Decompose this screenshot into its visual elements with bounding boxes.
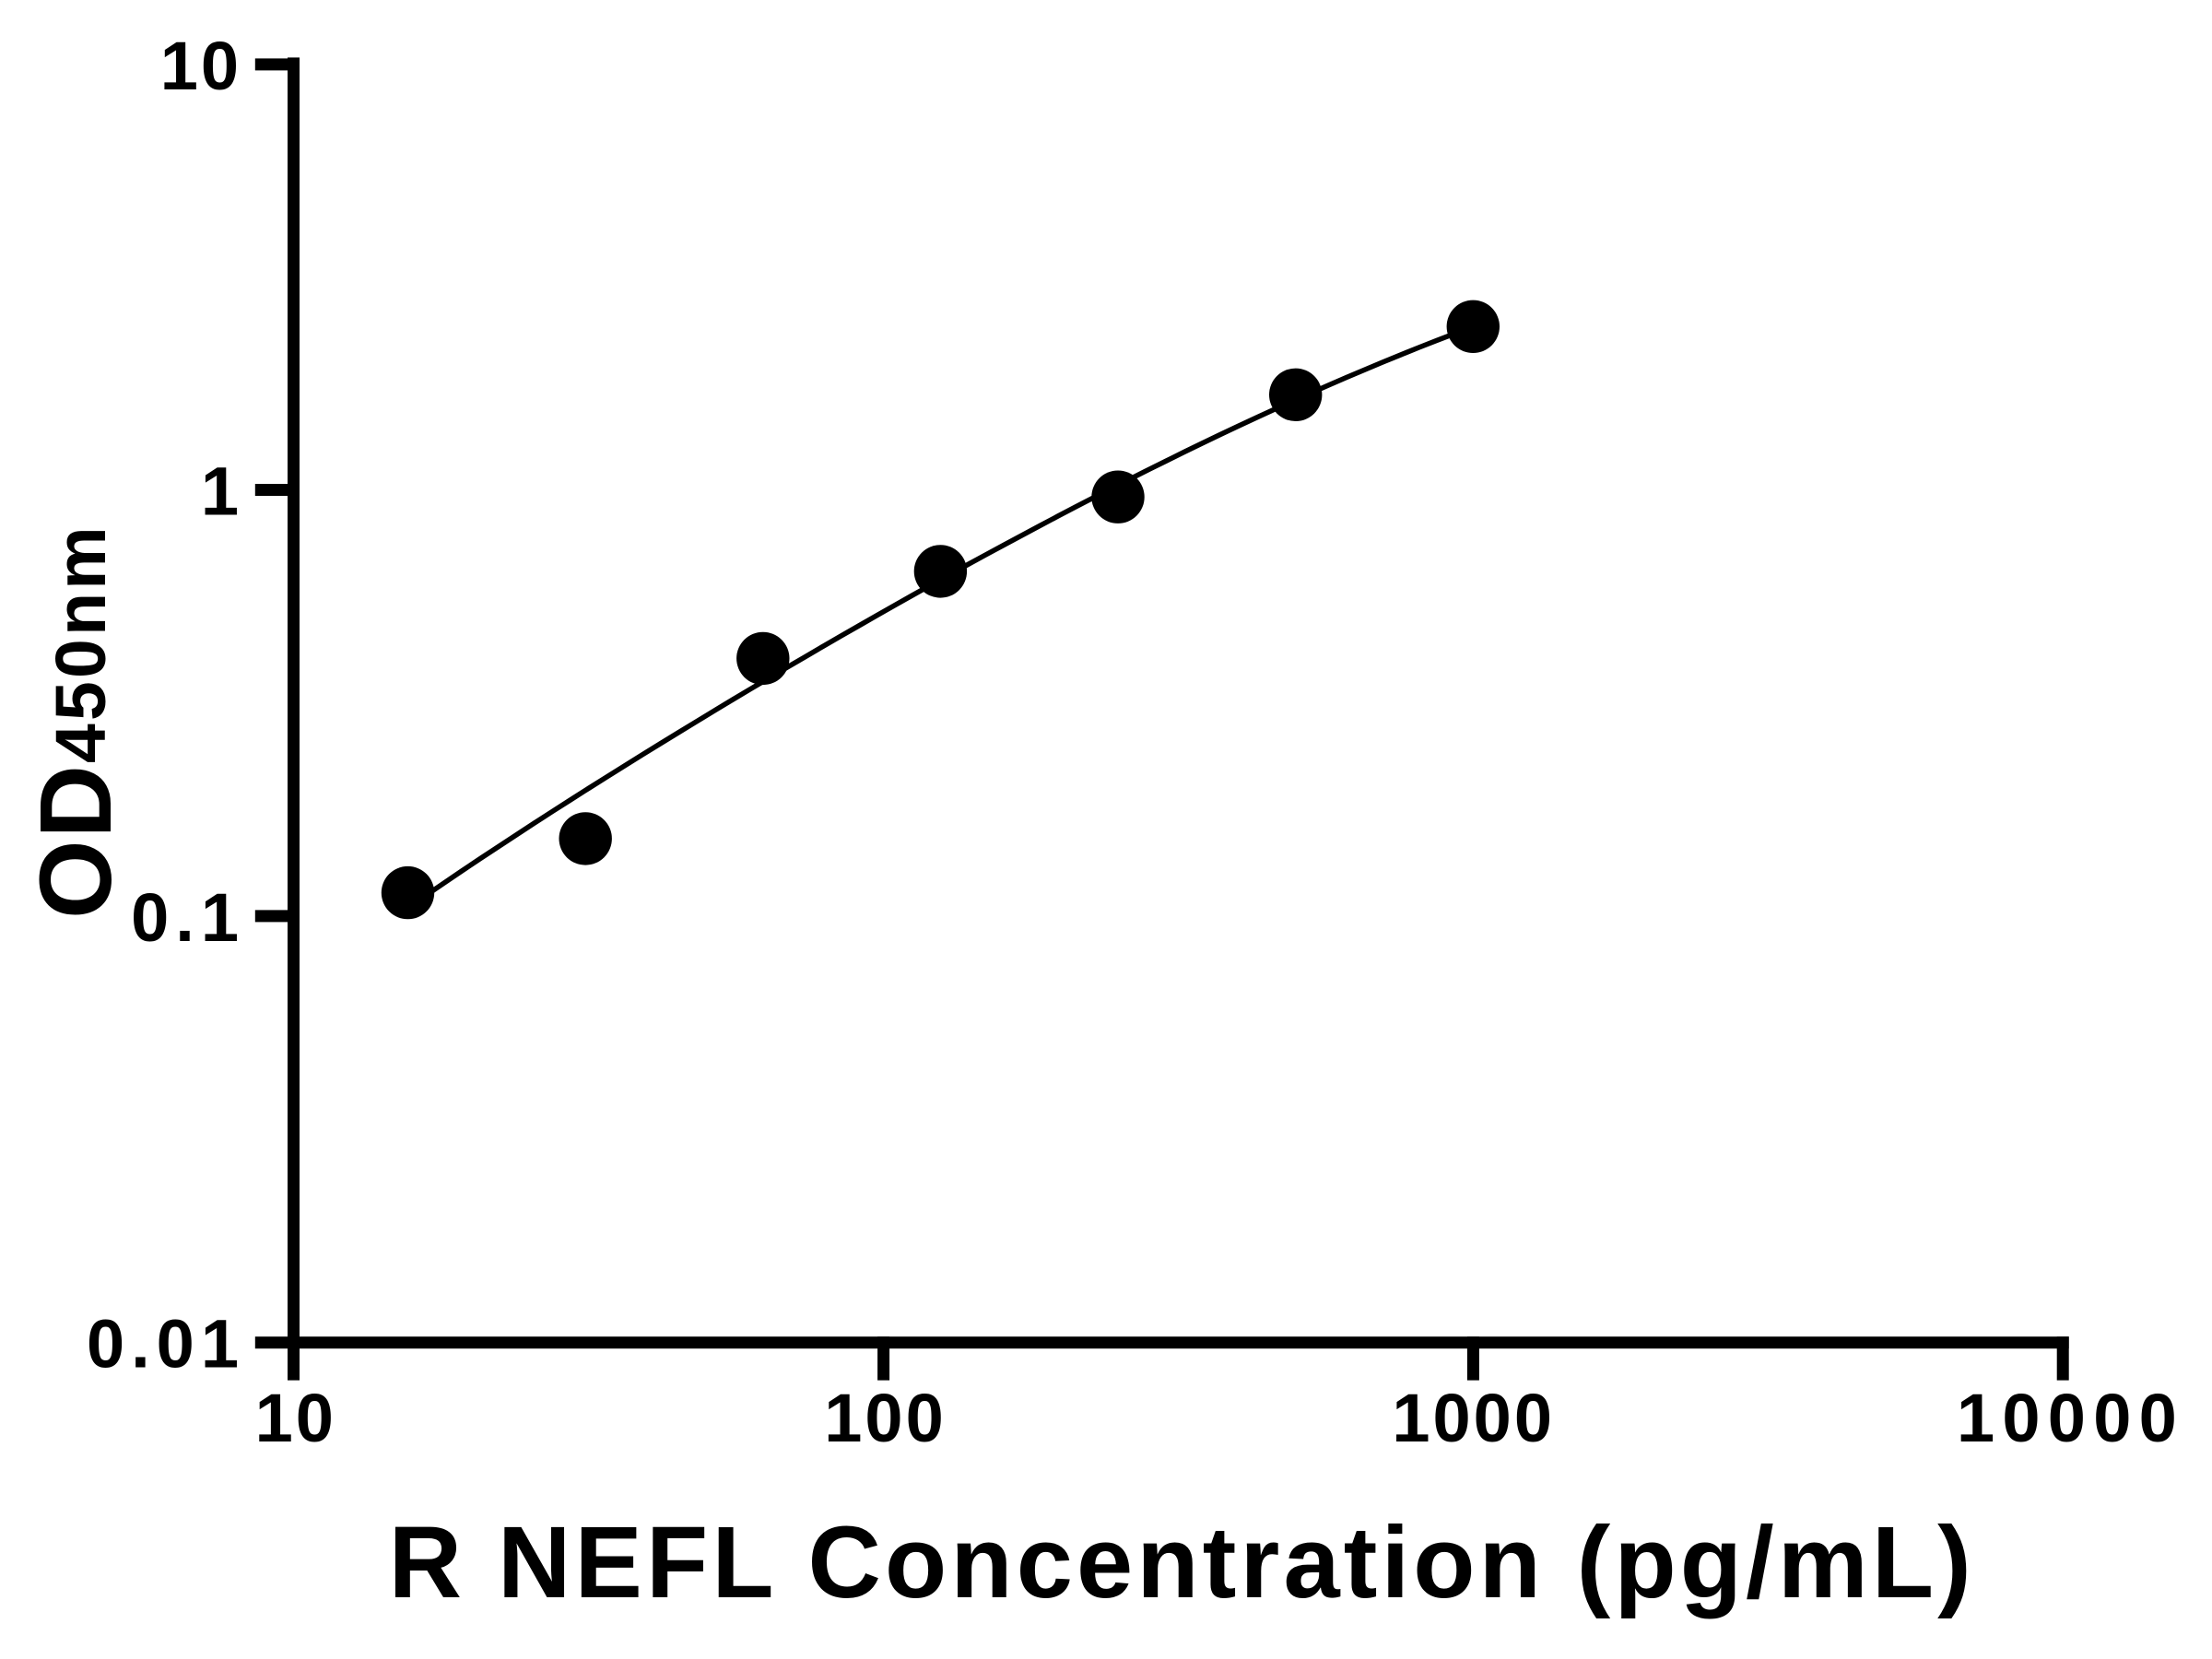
svg-text:10000: 10000: [1957, 1380, 2184, 1456]
svg-text:100: 100: [824, 1380, 946, 1456]
svg-text:1: 1: [201, 453, 239, 530]
svg-text:0.01: 0.01: [87, 1306, 245, 1382]
svg-text:R NEFL Concentration (pg/mL): R NEFL Concentration (pg/mL): [389, 1506, 1975, 1619]
svg-text:10: 10: [160, 28, 241, 104]
svg-text:0.1: 0.1: [131, 879, 245, 956]
svg-text:1000: 1000: [1392, 1380, 1555, 1456]
svg-text:10: 10: [255, 1380, 336, 1456]
